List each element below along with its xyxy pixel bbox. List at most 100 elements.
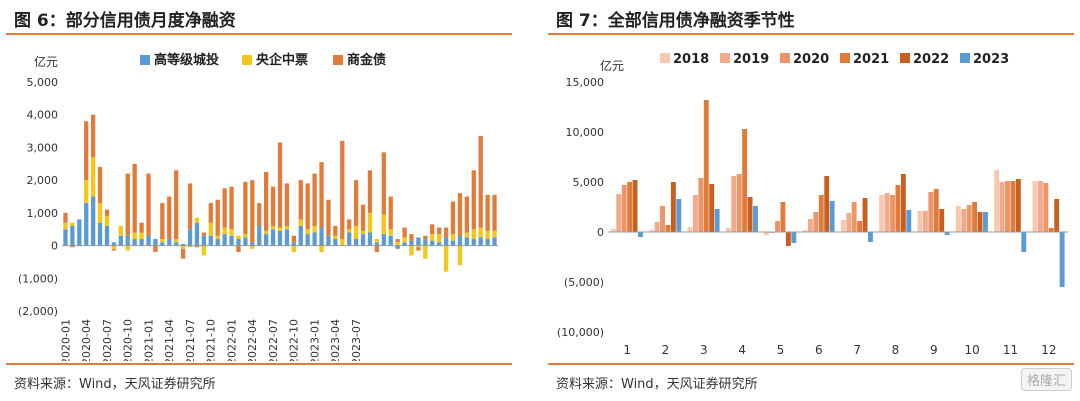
right-bar xyxy=(944,232,950,235)
left-bar-segment xyxy=(395,239,400,243)
left-bar-segment xyxy=(353,180,359,226)
left-bar-segment xyxy=(381,214,386,235)
left-y-tick-label: 3,000 xyxy=(27,141,59,154)
left-bar-segment xyxy=(97,203,103,223)
left-bar-segment xyxy=(402,237,407,243)
left-legend-label: 商金债 xyxy=(347,52,386,68)
left-bar-segment xyxy=(423,239,428,246)
right-bar xyxy=(917,211,923,232)
left-bar-segment xyxy=(333,235,338,240)
left-bar-segment xyxy=(360,230,366,235)
left-bar-segment xyxy=(270,225,276,230)
right-y-tick-label: 5,000 xyxy=(573,176,605,189)
left-bar-segment xyxy=(312,232,317,246)
left-y-tick-label: (2,000) xyxy=(18,305,58,318)
left-bar-segment xyxy=(367,170,373,213)
left-bar-segment xyxy=(194,217,200,223)
left-bar-segment xyxy=(395,245,400,249)
left-bar-segment xyxy=(257,225,262,246)
left-bar-segment xyxy=(167,239,172,246)
left-bar-segment xyxy=(84,121,89,181)
left-bar-segment xyxy=(284,229,290,246)
left-x-tick-label: 2023-01 xyxy=(308,319,321,361)
left-bar-segment xyxy=(215,239,220,246)
left-bar-segment xyxy=(270,229,276,246)
left-bar-segment xyxy=(347,219,352,230)
right-bar xyxy=(742,129,748,232)
left-bar-segment xyxy=(97,167,103,204)
left-x-tick-label: 2020-04 xyxy=(80,319,93,361)
left-bar-segment xyxy=(298,225,303,246)
left-bar-segment xyxy=(215,235,220,240)
right-bar xyxy=(961,209,967,232)
right-bar xyxy=(703,100,709,232)
left-x-tick-label: 2021-07 xyxy=(184,319,197,361)
right-x-tick-label: 1 xyxy=(623,343,631,357)
left-y-tick-label: 1,000 xyxy=(27,207,59,220)
left-bar-segment xyxy=(443,227,449,238)
left-bar-segment xyxy=(243,237,248,246)
left-bar-segment xyxy=(91,157,96,197)
right-bar xyxy=(939,209,945,232)
right-bar xyxy=(1054,199,1060,232)
left-bar-segment xyxy=(312,173,317,226)
left-bar-segment xyxy=(291,245,296,253)
left-bar-segment xyxy=(416,247,421,251)
right-bar xyxy=(922,211,928,232)
left-bar-segment xyxy=(270,186,276,226)
left-x-tick-label: 2023-07 xyxy=(350,319,363,361)
left-bar-segment xyxy=(381,152,386,215)
right-x-tick-label: 12 xyxy=(1041,343,1056,357)
left-bar-segment xyxy=(485,230,490,240)
left-bar-segment xyxy=(340,239,345,246)
left-bar-segment xyxy=(347,229,352,233)
left-bar-segment xyxy=(111,248,117,251)
left-bar-segment xyxy=(97,222,103,246)
left-bar-segment xyxy=(353,239,359,246)
left-bar-segment xyxy=(319,227,324,246)
left-bar-segment xyxy=(104,225,110,246)
left-bar-segment xyxy=(63,212,68,223)
left-bar-segment xyxy=(319,245,324,253)
left-bar-segment xyxy=(395,242,400,246)
left-bar-segment xyxy=(160,239,165,243)
left-bar-segment xyxy=(492,230,497,238)
left-bar-segment xyxy=(305,183,310,230)
left-bar-segment xyxy=(423,245,428,259)
left-bar-segment xyxy=(450,240,456,246)
right-bar xyxy=(846,213,852,232)
right-bar xyxy=(1015,179,1021,232)
left-bar-segment xyxy=(326,235,331,246)
right-bar xyxy=(791,232,797,243)
left-bar-segment xyxy=(319,162,324,228)
left-bar-segment xyxy=(326,199,331,236)
right-y-tick-label: 0 xyxy=(597,226,604,239)
left-bar-segment xyxy=(409,240,414,246)
right-bar xyxy=(900,174,906,232)
left-bar-segment xyxy=(91,196,96,246)
left-bar-segment xyxy=(360,204,366,231)
left-bar-segment xyxy=(132,239,137,246)
right-bar xyxy=(785,232,791,246)
left-bar-segment xyxy=(84,203,89,246)
left-bar-segment xyxy=(333,225,338,236)
right-bar xyxy=(687,227,693,232)
right-bar xyxy=(616,194,622,232)
right-bar xyxy=(840,220,846,232)
left-bar-segment xyxy=(264,230,269,235)
right-bar xyxy=(933,189,939,232)
left-bar-segment xyxy=(492,194,497,231)
right-bar xyxy=(895,185,901,232)
right-bar xyxy=(829,201,835,232)
left-bar-segment xyxy=(111,245,117,249)
left-bar-segment xyxy=(388,235,393,246)
left-bar-segment xyxy=(174,239,179,243)
left-bar-segment xyxy=(174,242,179,246)
left-bar-segment xyxy=(381,234,386,246)
right-legend-label: 2021 xyxy=(853,52,889,67)
left-bar-segment xyxy=(208,235,213,246)
left-bar-segment xyxy=(187,229,193,246)
right-bar xyxy=(983,212,988,232)
right-bar xyxy=(632,180,638,232)
